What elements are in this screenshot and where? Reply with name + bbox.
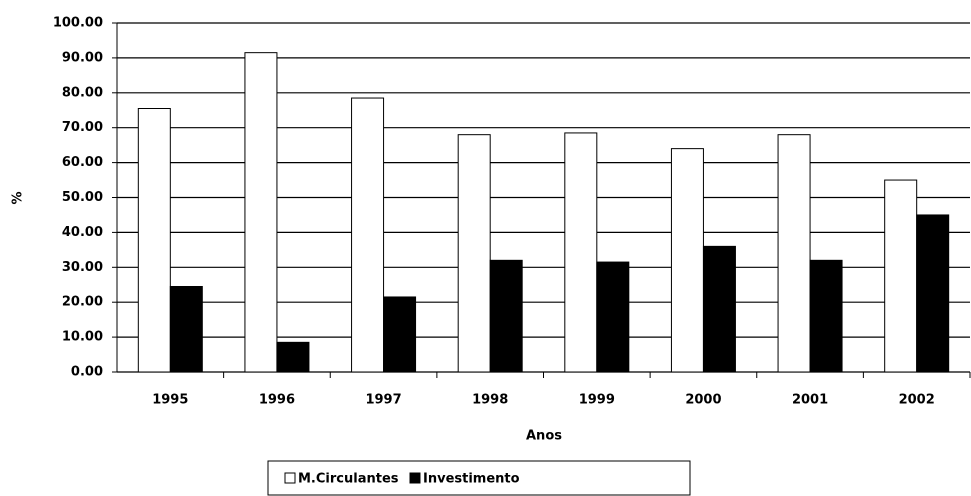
legend-label: Investimento <box>423 472 520 487</box>
y-tick-label: 100.00 <box>53 16 103 31</box>
x-tick-label: 1996 <box>259 393 295 408</box>
legend-swatch <box>409 472 421 484</box>
bar <box>383 296 417 373</box>
legend-label: M.Circulantes <box>298 472 399 487</box>
legend-box <box>267 460 691 496</box>
x-tick-label: 2002 <box>899 393 935 408</box>
bar <box>670 148 704 373</box>
y-tick-label: 50.00 <box>62 190 103 205</box>
bar <box>244 52 278 373</box>
x-tick-label: 2000 <box>685 393 721 408</box>
x-tick-label: 1999 <box>579 393 615 408</box>
bar <box>276 341 310 373</box>
y-tick-label: 70.00 <box>62 120 103 135</box>
y-tick-label: 90.00 <box>62 50 103 65</box>
legend-swatch <box>284 472 296 484</box>
bar <box>351 97 385 373</box>
y-tick-label: 80.00 <box>62 85 103 100</box>
y-tick-label: 0.00 <box>71 365 103 380</box>
bar <box>564 132 598 373</box>
y-tick-label: 40.00 <box>62 225 103 240</box>
y-tick-label: 60.00 <box>62 155 103 170</box>
y-tick-label: 10.00 <box>62 330 103 345</box>
y-axis-label: % <box>11 191 26 204</box>
bar <box>916 214 950 373</box>
x-tick-label: 1998 <box>472 393 508 408</box>
x-axis-label: Anos <box>526 429 562 444</box>
bar <box>702 245 736 373</box>
x-tick-label: 1995 <box>152 393 188 408</box>
bar <box>777 134 811 373</box>
bar <box>169 285 203 373</box>
x-tick-label: 1997 <box>365 393 401 408</box>
bar <box>489 259 523 373</box>
bar <box>884 179 918 373</box>
bar <box>137 108 171 373</box>
bar <box>596 261 630 373</box>
bar <box>809 259 843 373</box>
y-tick-label: 30.00 <box>62 260 103 275</box>
bar <box>457 134 491 373</box>
y-tick-label: 20.00 <box>62 295 103 310</box>
x-tick-label: 2001 <box>792 393 828 408</box>
